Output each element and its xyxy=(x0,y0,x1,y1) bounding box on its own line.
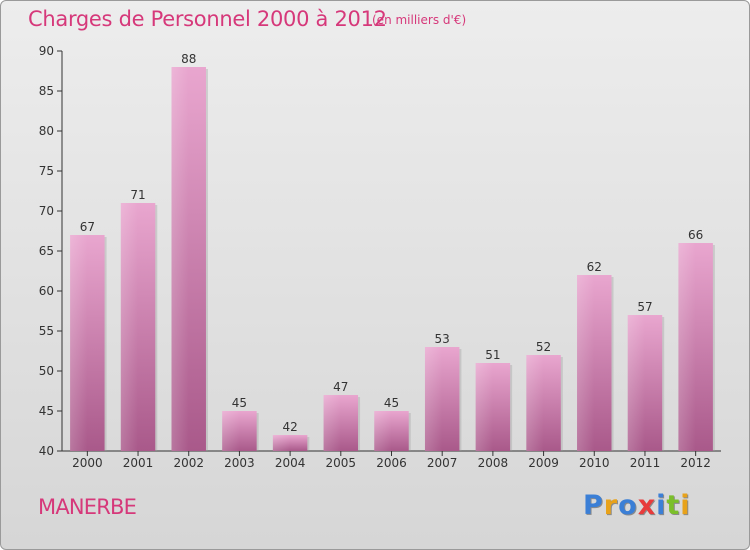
bar-highlight xyxy=(120,203,139,451)
logo-letter: P xyxy=(583,490,604,521)
x-tick-label: 2011 xyxy=(630,456,661,470)
chart-subtitle: (en milliers d'€) xyxy=(372,13,467,27)
data-label: 47 xyxy=(333,380,348,394)
x-tick-label: 2012 xyxy=(680,456,711,470)
logo-letter: x xyxy=(637,490,657,521)
data-label: 67 xyxy=(80,220,95,234)
bar-highlight xyxy=(323,395,341,451)
bar-highlight xyxy=(577,275,595,451)
y-tick-label: 80 xyxy=(39,124,54,138)
commune-name: MANERBE xyxy=(38,495,137,519)
x-tick-label: 2010 xyxy=(579,456,610,470)
y-tick-label: 85 xyxy=(39,84,54,98)
bar-highlight xyxy=(272,435,291,451)
bar-highlight xyxy=(222,411,240,451)
y-tick-label: 75 xyxy=(39,164,54,178)
bar-highlight xyxy=(171,67,189,451)
x-tick-label: 2007 xyxy=(427,456,458,470)
logo-letter: i xyxy=(680,490,691,521)
logo-letter: o xyxy=(618,490,638,521)
x-tick-label: 2005 xyxy=(326,456,357,470)
data-label: 62 xyxy=(587,260,602,274)
y-tick-label: 70 xyxy=(39,204,54,218)
data-label: 45 xyxy=(384,396,399,410)
bar-highlight xyxy=(70,235,88,451)
logo-letter: r xyxy=(603,490,619,521)
logo-letter: t xyxy=(666,490,681,521)
x-tick-label: 2009 xyxy=(528,456,559,470)
y-tick-label: 90 xyxy=(39,44,54,58)
data-label: 57 xyxy=(637,300,652,314)
x-tick-label: 2001 xyxy=(123,456,154,470)
bar-highlight xyxy=(627,315,645,451)
proxiti-logo: Proxiti xyxy=(583,490,691,521)
y-tick-label: 60 xyxy=(39,284,54,298)
data-label: 66 xyxy=(688,228,703,242)
y-tick-label: 45 xyxy=(39,404,54,418)
data-label: 42 xyxy=(282,420,297,434)
y-tick-label: 65 xyxy=(39,244,54,258)
x-tick-label: 2003 xyxy=(224,456,255,470)
x-tick-label: 2000 xyxy=(72,456,103,470)
data-label: 53 xyxy=(435,332,450,346)
x-tick-label: 2008 xyxy=(478,456,509,470)
bar-highlight xyxy=(526,355,544,451)
data-label: 52 xyxy=(536,340,551,354)
logo-letter: i xyxy=(656,490,667,521)
y-tick-label: 55 xyxy=(39,324,54,338)
bar-highlight xyxy=(475,363,493,451)
bar-highlight xyxy=(424,347,443,451)
x-tick-label: 2004 xyxy=(275,456,306,470)
data-label: 71 xyxy=(130,188,145,202)
y-tick-label: 50 xyxy=(39,364,54,378)
data-label: 45 xyxy=(232,396,247,410)
y-tick-label: 40 xyxy=(39,444,54,458)
data-label: 51 xyxy=(485,348,500,362)
chart-title: Charges de Personnel 2000 à 2012 xyxy=(28,7,387,31)
x-tick-label: 2002 xyxy=(173,456,204,470)
bar-highlight xyxy=(374,411,392,451)
x-tick-label: 2006 xyxy=(376,456,407,470)
bar-highlight xyxy=(678,243,696,451)
data-label: 88 xyxy=(181,52,196,66)
